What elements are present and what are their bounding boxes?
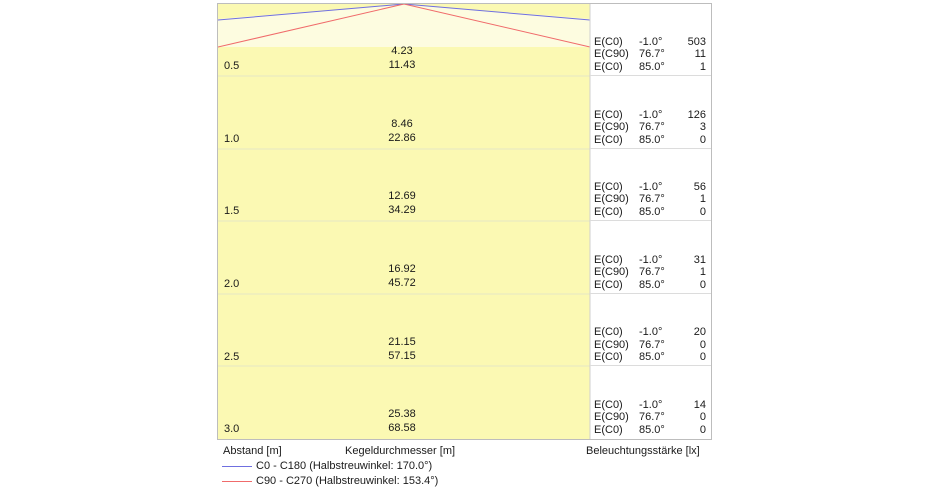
illuminance-value: 1	[699, 193, 706, 205]
illuminance-label: E(C0)	[594, 61, 623, 73]
illuminance-value: 11	[694, 48, 706, 60]
illuminance-value: 56	[693, 181, 706, 193]
cone-diameter-c0: 4.23	[391, 45, 413, 57]
illuminance-value: 0	[699, 279, 706, 291]
illuminance-label: E(C0)	[594, 36, 623, 48]
illuminance-value: 3	[699, 121, 706, 133]
illuminance-label: E(C0)	[594, 109, 623, 121]
illuminance-label: E(C90)	[594, 411, 629, 423]
illuminance-angle: 76.7°	[639, 411, 665, 423]
distance-value: 3.0	[224, 423, 240, 435]
illuminance-label: E(C90)	[594, 266, 629, 278]
cone-diameter-c90: 34.29	[388, 204, 416, 216]
illuminance-angle: -1.0°	[639, 181, 663, 193]
distance-value: 2.0	[224, 278, 240, 290]
c90-c270-beam-left	[218, 4, 405, 48]
illuminance-angle: 76.7°	[639, 339, 665, 351]
illuminance-angle: 85.0°	[639, 279, 665, 291]
illuminance-angle: 85.0°	[639, 351, 665, 363]
illuminance-angle: 85.0°	[639, 134, 665, 146]
cone-diameter-c0: 25.38	[388, 408, 416, 420]
illuminance-label: E(C0)	[594, 206, 623, 218]
cone-diameter-c90: 45.72	[388, 277, 416, 289]
illuminance-label: E(C0)	[594, 134, 623, 146]
illuminance-angle: 85.0°	[639, 61, 665, 73]
illuminance-label: E(C0)	[594, 181, 623, 193]
cone-diagram-frame	[217, 3, 712, 440]
legend-c0-line	[222, 466, 252, 467]
illuminance-divider	[590, 220, 711, 221]
illuminance-label: E(C90)	[594, 339, 629, 351]
cone-diameter-c90: 22.86	[388, 132, 416, 144]
cone-diagram	[218, 4, 591, 439]
illuminance-angle: 76.7°	[639, 266, 665, 278]
illuminance-angle: 85.0°	[639, 206, 665, 218]
illuminance-value: 0	[699, 411, 706, 423]
illuminance-divider	[590, 148, 711, 149]
illuminance-divider	[590, 293, 711, 294]
illuminance-label: E(C90)	[594, 193, 629, 205]
illuminance-angle: -1.0°	[639, 326, 663, 338]
cone-diameter-c90: 68.58	[388, 422, 416, 434]
distance-value: 2.5	[224, 351, 240, 363]
cone-diameter-c0: 12.69	[388, 190, 416, 202]
illuminance-angle: -1.0°	[639, 399, 663, 411]
illuminance-angle: 76.7°	[639, 48, 665, 60]
illuminance-label: E(C0)	[594, 254, 623, 266]
illuminance-value: 1	[699, 61, 706, 73]
illuminance-value: 20	[693, 326, 706, 338]
distance-value: 1.0	[224, 133, 240, 145]
illuminance-value: 0	[699, 206, 706, 218]
illuminance-label: E(C90)	[594, 121, 629, 133]
c0-c180-beam-right	[403, 4, 591, 21]
illuminance-label: E(C0)	[594, 399, 623, 411]
illuminance-value: 31	[693, 254, 706, 266]
cone-diameter-c90: 57.15	[388, 350, 416, 362]
cone-diameter-c0: 8.46	[391, 118, 413, 130]
illuminance-label: E(C0)	[594, 326, 623, 338]
distance-value: 1.5	[224, 205, 240, 217]
illuminance-angle: 76.7°	[639, 121, 665, 133]
cone-diameter-c0: 21.15	[388, 336, 416, 348]
illuminance-value: 126	[687, 109, 706, 121]
illuminance-angle: -1.0°	[639, 254, 663, 266]
legend-c90-text: C90 - C270 (Halbstreuwinkel: 153.4°)	[256, 475, 439, 487]
illuminance-angle: 76.7°	[639, 193, 665, 205]
c0-c180-beam-left	[218, 4, 405, 21]
illuminance-label: E(C90)	[594, 48, 629, 60]
cone-diameter-c0: 16.92	[388, 263, 416, 275]
legend-c90-line	[222, 481, 252, 482]
illuminance-value: 503	[687, 36, 706, 48]
legend-c0-text: C0 - C180 (Halbstreuwinkel: 170.0°)	[256, 460, 433, 472]
diameter-axis-label: Kegeldurchmesser [m]	[345, 445, 456, 457]
illuminance-value: 0	[699, 339, 706, 351]
illuminance-value: 1	[699, 266, 706, 278]
distance-axis-label: Abstand [m]	[223, 445, 282, 457]
illuminance-axis-label: Beleuchtungsstärke [lx]	[586, 445, 700, 457]
illuminance-label: E(C0)	[594, 351, 623, 363]
cone-diameter-c90: 11.43	[388, 59, 416, 71]
illuminance-value: 0	[699, 134, 706, 146]
illuminance-value: 14	[693, 399, 706, 411]
c90-c270-beam-right	[403, 4, 591, 48]
distance-value: 0.5	[224, 60, 240, 72]
illuminance-angle: 85.0°	[639, 424, 665, 436]
illuminance-label: E(C0)	[594, 279, 623, 291]
illuminance-divider	[590, 75, 711, 76]
illuminance-angle: -1.0°	[639, 36, 663, 48]
illuminance-value: 0	[699, 351, 706, 363]
illuminance-label: E(C0)	[594, 424, 623, 436]
illuminance-angle: -1.0°	[639, 109, 663, 121]
illuminance-divider	[590, 365, 711, 366]
illuminance-value: 0	[699, 424, 706, 436]
top-apex-area	[218, 4, 590, 47]
